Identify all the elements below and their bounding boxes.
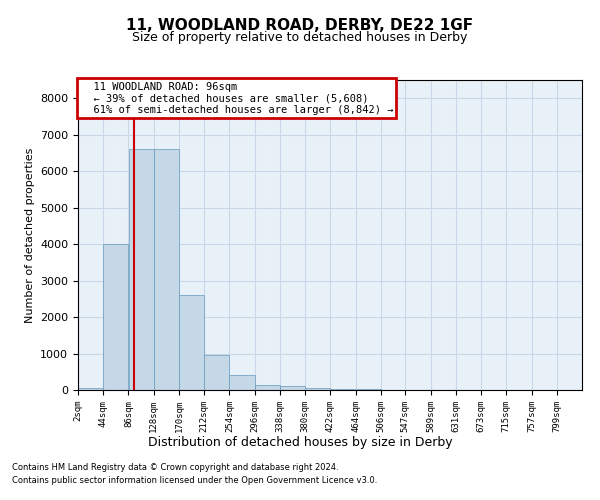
Text: Contains HM Land Registry data © Crown copyright and database right 2024.: Contains HM Land Registry data © Crown c… xyxy=(12,464,338,472)
Text: Size of property relative to detached houses in Derby: Size of property relative to detached ho… xyxy=(133,31,467,44)
Bar xyxy=(229,376,254,390)
Text: Contains public sector information licensed under the Open Government Licence v3: Contains public sector information licen… xyxy=(12,476,377,485)
Bar xyxy=(103,244,128,390)
Y-axis label: Number of detached properties: Number of detached properties xyxy=(25,148,35,322)
Text: 11, WOODLAND ROAD, DERBY, DE22 1GF: 11, WOODLAND ROAD, DERBY, DE22 1GF xyxy=(127,18,473,32)
Bar xyxy=(280,386,305,390)
Bar xyxy=(78,388,103,390)
Bar xyxy=(331,389,355,390)
Text: Distribution of detached houses by size in Derby: Distribution of detached houses by size … xyxy=(148,436,452,449)
Bar xyxy=(204,356,229,390)
Bar xyxy=(179,295,204,390)
Text: 11 WOODLAND ROAD: 96sqm
  ← 39% of detached houses are smaller (5,608)
  61% of : 11 WOODLAND ROAD: 96sqm ← 39% of detache… xyxy=(80,82,393,115)
Bar xyxy=(305,388,330,390)
Bar xyxy=(255,384,280,390)
Bar xyxy=(154,150,179,390)
Bar xyxy=(128,150,154,390)
